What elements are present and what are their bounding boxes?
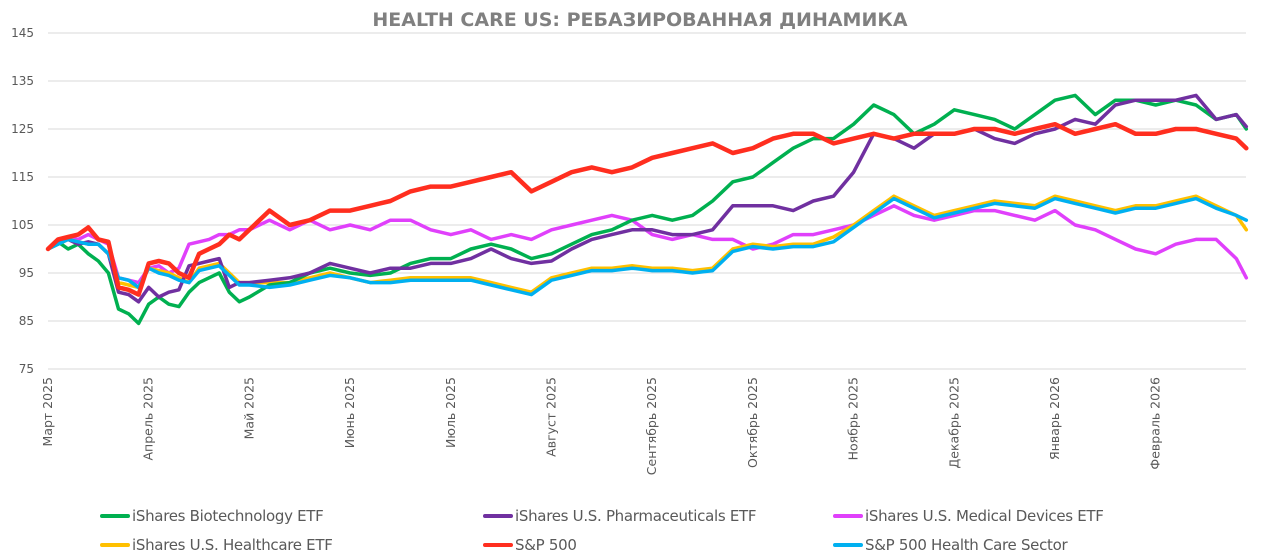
legend-swatch-healthcare xyxy=(100,543,130,547)
y-tick-label: 115 xyxy=(11,170,34,184)
series-lines xyxy=(45,93,1249,326)
x-tick-label: Сентябрь 2025 xyxy=(644,377,659,475)
x-tick-label: Март 2025 xyxy=(40,377,55,446)
legend-label: S&P 500 xyxy=(515,536,577,554)
legend-label: iShares Biotechnology ETF xyxy=(132,507,324,525)
legend-item-meddevices: iShares U.S. Medical Devices ETF xyxy=(833,507,1104,525)
legend-swatch-pharma xyxy=(483,514,513,518)
legend-label: iShares U.S. Pharmaceuticals ETF xyxy=(515,507,757,525)
x-tick-label: Октябрь 2025 xyxy=(745,377,760,468)
chart-title: HEALTH CARE US: РЕБАЗИРОВАННАЯ ДИНАМИКА xyxy=(372,9,907,31)
series-line-ishares-biotechnology-etf xyxy=(46,93,1249,326)
line-chart: HEALTH CARE US: РЕБАЗИРОВАННАЯ ДИНАМИКА … xyxy=(11,9,1249,475)
legend-swatch-biotech xyxy=(100,514,130,518)
series-line-ishares-u-s-healthcare-etf xyxy=(46,194,1249,294)
legend-swatch-sp500 xyxy=(483,543,513,547)
legend-item-sp500: S&P 500 xyxy=(483,536,577,554)
legend-item-pharma: iShares U.S. Pharmaceuticals ETF xyxy=(483,507,756,525)
y-tick-label: 135 xyxy=(11,74,34,88)
y-tick-label: 75 xyxy=(19,362,34,376)
legend-item-sp500-healthcare: S&P 500 Health Care Sector xyxy=(833,536,1068,554)
y-tick-label: 125 xyxy=(11,122,34,136)
legend-label: iShares U.S. Healthcare ETF xyxy=(132,536,333,554)
y-tick-label: 145 xyxy=(11,26,34,40)
legend-swatch-meddevices xyxy=(833,514,863,518)
x-tick-label: Февраль 2026 xyxy=(1148,377,1163,470)
y-tick-label: 95 xyxy=(19,266,34,280)
x-tick-label: Апрель 2025 xyxy=(141,377,156,461)
legend-swatch-sp500-healthcare xyxy=(833,543,863,547)
series-line-ishares-u-s-pharmaceuticals-etf xyxy=(46,93,1249,304)
legend-label: S&P 500 Health Care Sector xyxy=(865,536,1068,554)
y-axis-ticks: 75 85 95 105 115 125 135 145 xyxy=(11,26,34,376)
legend-item-healthcare: iShares U.S. Healthcare ETF xyxy=(100,536,333,554)
legend-item-biotech: iShares Biotechnology ETF xyxy=(100,507,324,525)
y-tick-label: 105 xyxy=(11,218,34,232)
x-tick-label: Ноябрь 2025 xyxy=(846,377,861,460)
y-tick-label: 85 xyxy=(19,314,34,328)
x-tick-label: Декабрь 2025 xyxy=(946,377,961,468)
legend-label: iShares U.S. Medical Devices ETF xyxy=(865,507,1104,525)
series-line-s-p-500 xyxy=(45,121,1249,297)
x-tick-label: Январь 2026 xyxy=(1047,377,1062,460)
x-axis-ticks: Март 2025 Апрель 2025 Май 2025 Июнь 2025 Июл… xyxy=(40,377,1163,475)
series-line-s-p-500-health-care-sector xyxy=(46,196,1249,297)
x-tick-label: Май 2025 xyxy=(241,377,256,439)
gridlines xyxy=(48,32,1246,370)
x-tick-label: Июнь 2025 xyxy=(342,377,357,448)
x-tick-label: Август 2025 xyxy=(544,377,559,457)
legend: iShares Biotechnology ETF iShares U.S. P… xyxy=(0,500,1277,559)
x-tick-label: Июль 2025 xyxy=(443,377,458,448)
